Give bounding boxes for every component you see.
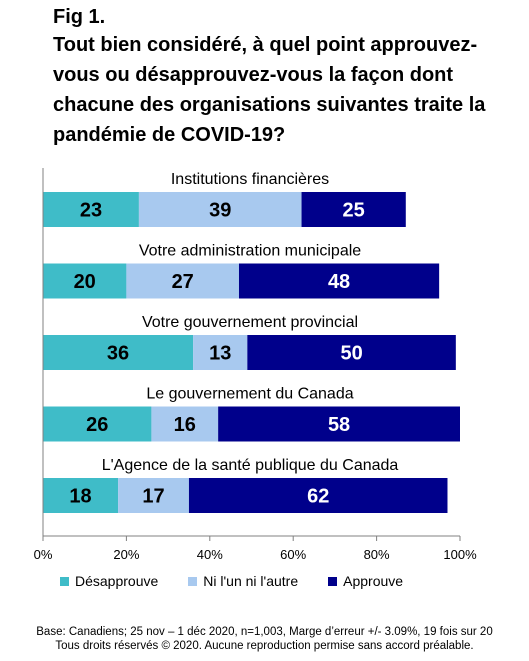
data-label-4-desapprouve: 26 <box>86 414 108 436</box>
x-tick-label-1: 20% <box>113 547 139 562</box>
data-label-5-approuve: 62 <box>307 486 329 508</box>
bar-4-approuve <box>218 406 460 442</box>
legend-label-neither: Ni l'un ni l'autre <box>203 573 299 589</box>
bar-1-desapprouve <box>43 192 139 227</box>
bar-2-approuve <box>238 263 440 299</box>
x-tick-label-4: 80% <box>364 547 390 562</box>
data-label-5-desapprouve: 18 <box>69 486 91 508</box>
x-tick-label-3: 60% <box>280 547 306 562</box>
category-label-4: Le gouvernement du Canada <box>146 386 353 403</box>
figure-label: Fig 1. <box>53 6 106 28</box>
data-label-2-approuve: 48 <box>328 271 350 293</box>
data-label-4-ni-l-un-ni-l-autre: 16 <box>174 414 196 436</box>
data-label-5-ni-l-un-ni-l-autre: 17 <box>142 486 164 508</box>
footer-notes: Base: Canadiens; 25 nov – 1 déc 2020, n=… <box>0 625 529 653</box>
chart-legend: Désapprouve Ni l'un ni l'autre Approuve <box>60 573 433 589</box>
category-label-3: Votre gouvernement provincial <box>142 314 358 331</box>
legend-item-neither: Ni l'un ni l'autre <box>188 573 298 589</box>
bar-5-approuve <box>188 478 448 513</box>
legend-label-disapprove: Désapprouve <box>75 573 159 589</box>
data-label-2-ni-l-un-ni-l-autre: 27 <box>172 271 194 293</box>
category-label-1: Institutions financières <box>171 171 329 188</box>
category-label-2: Votre administration municipale <box>139 243 361 260</box>
bar-1-approuve <box>301 192 406 227</box>
x-tick-label-0: 0% <box>34 547 53 562</box>
bar-4-ni-l-un-ni-l-autre <box>151 406 219 442</box>
legend-item-disapprove: Désapprouve <box>60 573 158 589</box>
bar-3-ni-l-un-ni-l-autre <box>193 335 248 370</box>
bar-3-approuve <box>247 335 456 370</box>
data-label-4-approuve: 58 <box>328 414 350 436</box>
bar-5-desapprouve <box>43 478 119 513</box>
legend-item-approve: Approuve <box>328 573 403 589</box>
data-label-3-desapprouve: 36 <box>107 343 129 365</box>
bar-5-ni-l-un-ni-l-autre <box>118 478 189 513</box>
x-tick-label-5: 100% <box>443 547 477 562</box>
bar-3-desapprouve <box>43 335 194 370</box>
figure-title: Tout bien considéré, à quel point approu… <box>53 34 486 146</box>
data-label-1-approuve: 25 <box>343 200 365 222</box>
data-label-2-desapprouve: 20 <box>74 271 96 293</box>
data-label-1-ni-l-un-ni-l-autre: 39 <box>209 200 231 222</box>
data-label-1-desapprouve: 23 <box>80 200 102 222</box>
legend-swatch-approve <box>328 576 338 586</box>
data-label-3-ni-l-un-ni-l-autre: 13 <box>209 343 231 365</box>
bar-2-ni-l-un-ni-l-autre <box>126 263 239 299</box>
legend-swatch-disapprove <box>60 576 69 586</box>
bar-4-desapprouve <box>43 406 152 442</box>
data-label-3-approuve: 50 <box>340 343 362 365</box>
footer-base-note: Base: Canadiens; 25 nov – 1 déc 2020, n=… <box>36 626 493 638</box>
bar-2-desapprouve <box>43 263 127 299</box>
legend-swatch-neither <box>188 576 198 586</box>
footer-copyright: Tous droits réservés © 2020. Aucune repr… <box>55 640 474 652</box>
category-label-5: L'Agence de la santé publique du Canada <box>102 457 399 474</box>
x-tick-label-2: 40% <box>197 547 223 562</box>
legend-label-approve: Approuve <box>343 573 404 589</box>
bar-1-ni-l-un-ni-l-autre <box>138 192 302 227</box>
